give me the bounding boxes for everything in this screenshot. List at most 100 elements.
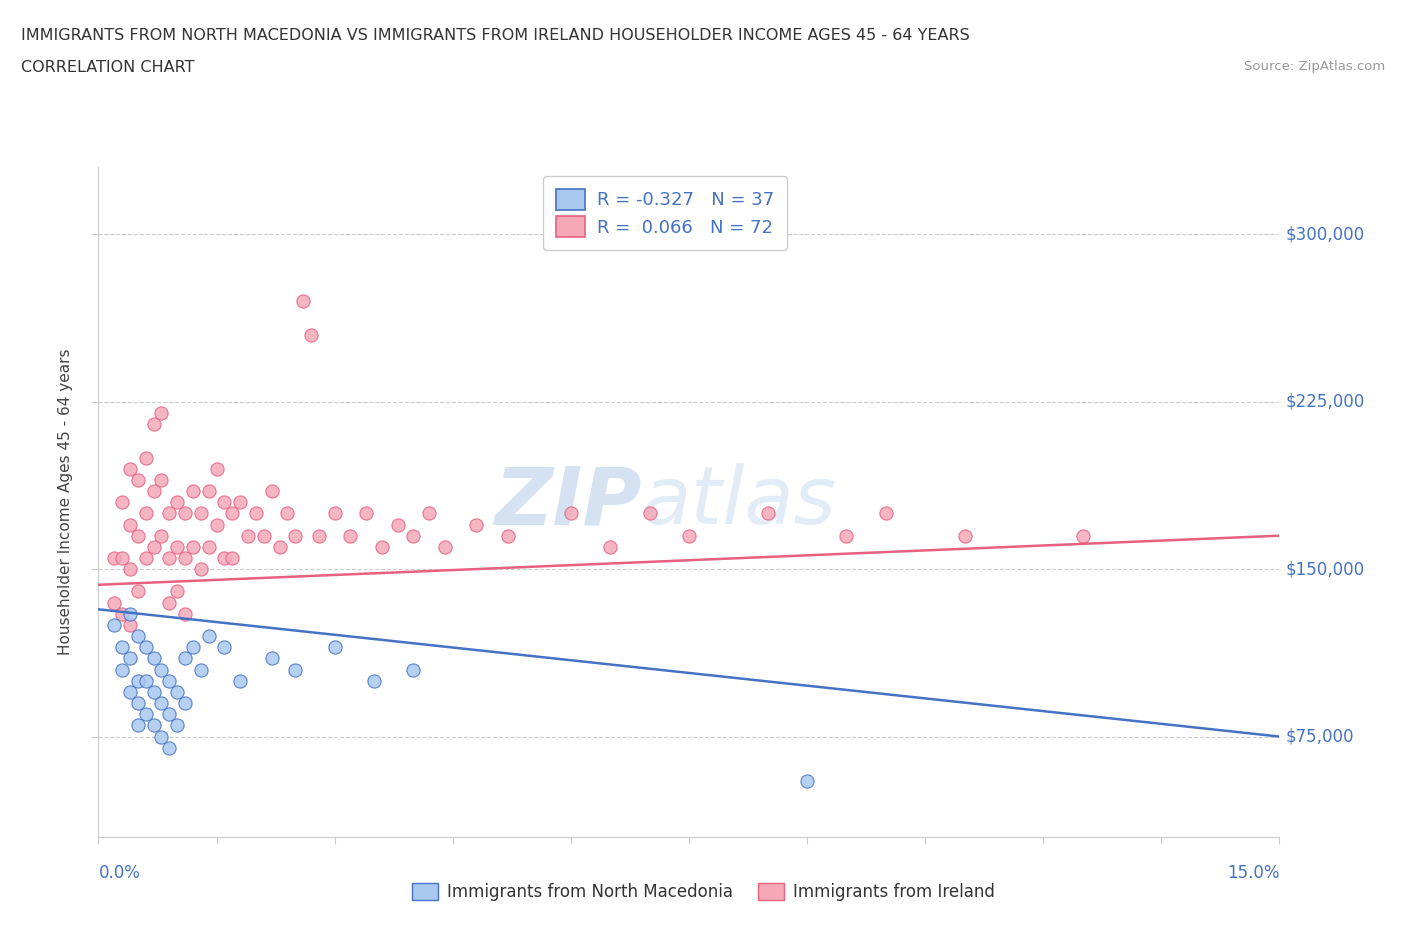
Point bbox=[402, 528, 425, 543]
Point bbox=[111, 606, 134, 621]
Point bbox=[127, 673, 149, 688]
Point bbox=[118, 517, 141, 532]
Legend: Immigrants from North Macedonia, Immigrants from Ireland: Immigrants from North Macedonia, Immigra… bbox=[405, 876, 1001, 908]
Point bbox=[150, 405, 173, 420]
Point bbox=[127, 584, 149, 599]
Point bbox=[387, 517, 409, 532]
Point bbox=[150, 528, 173, 543]
Point bbox=[127, 528, 149, 543]
Point bbox=[103, 618, 125, 632]
Point bbox=[142, 718, 165, 733]
Point bbox=[418, 506, 440, 521]
Point bbox=[245, 506, 267, 521]
Point bbox=[363, 673, 385, 688]
Point bbox=[221, 506, 243, 521]
Point bbox=[135, 506, 157, 521]
Point bbox=[166, 718, 188, 733]
Text: atlas: atlas bbox=[641, 463, 837, 541]
Text: CORRELATION CHART: CORRELATION CHART bbox=[21, 60, 194, 75]
Point bbox=[157, 551, 180, 565]
Point bbox=[157, 506, 180, 521]
Point bbox=[118, 461, 141, 476]
Point bbox=[284, 662, 307, 677]
Point bbox=[142, 484, 165, 498]
Point bbox=[157, 707, 180, 722]
Point bbox=[142, 684, 165, 699]
Text: 0.0%: 0.0% bbox=[98, 864, 141, 882]
Point bbox=[229, 495, 252, 510]
Point bbox=[260, 484, 283, 498]
Point bbox=[402, 662, 425, 677]
Text: 15.0%: 15.0% bbox=[1227, 864, 1279, 882]
Point bbox=[181, 640, 204, 655]
Point bbox=[197, 539, 219, 554]
Point bbox=[433, 539, 456, 554]
Point bbox=[260, 651, 283, 666]
Point bbox=[174, 506, 197, 521]
Point bbox=[127, 472, 149, 487]
Point bbox=[181, 539, 204, 554]
Point bbox=[638, 506, 661, 521]
Point bbox=[111, 640, 134, 655]
Point bbox=[166, 495, 188, 510]
Point bbox=[174, 651, 197, 666]
Point bbox=[118, 562, 141, 577]
Point bbox=[308, 528, 330, 543]
Point bbox=[276, 506, 298, 521]
Point bbox=[135, 673, 157, 688]
Point bbox=[953, 528, 976, 543]
Text: $75,000: $75,000 bbox=[1285, 727, 1354, 746]
Point bbox=[197, 484, 219, 498]
Point bbox=[1071, 528, 1094, 543]
Point bbox=[190, 662, 212, 677]
Point bbox=[111, 551, 134, 565]
Text: Source: ZipAtlas.com: Source: ZipAtlas.com bbox=[1244, 60, 1385, 73]
Point bbox=[284, 528, 307, 543]
Point bbox=[150, 472, 173, 487]
Point bbox=[205, 517, 228, 532]
Text: $225,000: $225,000 bbox=[1285, 392, 1365, 411]
Point bbox=[142, 417, 165, 432]
Point bbox=[269, 539, 291, 554]
Text: $300,000: $300,000 bbox=[1285, 225, 1364, 244]
Point bbox=[150, 696, 173, 711]
Point bbox=[174, 606, 197, 621]
Point bbox=[118, 651, 141, 666]
Point bbox=[299, 327, 322, 342]
Point bbox=[142, 539, 165, 554]
Point bbox=[150, 662, 173, 677]
Point bbox=[135, 450, 157, 465]
Point bbox=[371, 539, 394, 554]
Point bbox=[756, 506, 779, 521]
Point bbox=[292, 294, 315, 309]
Point bbox=[190, 506, 212, 521]
Point bbox=[103, 595, 125, 610]
Point bbox=[103, 551, 125, 565]
Text: ZIP: ZIP bbox=[495, 463, 641, 541]
Point bbox=[127, 696, 149, 711]
Point bbox=[339, 528, 361, 543]
Point bbox=[135, 640, 157, 655]
Point bbox=[135, 551, 157, 565]
Point bbox=[174, 696, 197, 711]
Point bbox=[236, 528, 259, 543]
Point bbox=[678, 528, 700, 543]
Point bbox=[214, 495, 236, 510]
Point bbox=[127, 718, 149, 733]
Point bbox=[323, 506, 346, 521]
Point bbox=[354, 506, 377, 521]
Point bbox=[229, 673, 252, 688]
Point bbox=[127, 629, 149, 644]
Point bbox=[214, 640, 236, 655]
Point bbox=[166, 584, 188, 599]
Point bbox=[465, 517, 488, 532]
Point bbox=[181, 484, 204, 498]
Point bbox=[150, 729, 173, 744]
Point bbox=[214, 551, 236, 565]
Point bbox=[323, 640, 346, 655]
Point bbox=[135, 707, 157, 722]
Point bbox=[560, 506, 582, 521]
Y-axis label: Householder Income Ages 45 - 64 years: Householder Income Ages 45 - 64 years bbox=[58, 349, 73, 656]
Point bbox=[253, 528, 276, 543]
Point bbox=[111, 495, 134, 510]
